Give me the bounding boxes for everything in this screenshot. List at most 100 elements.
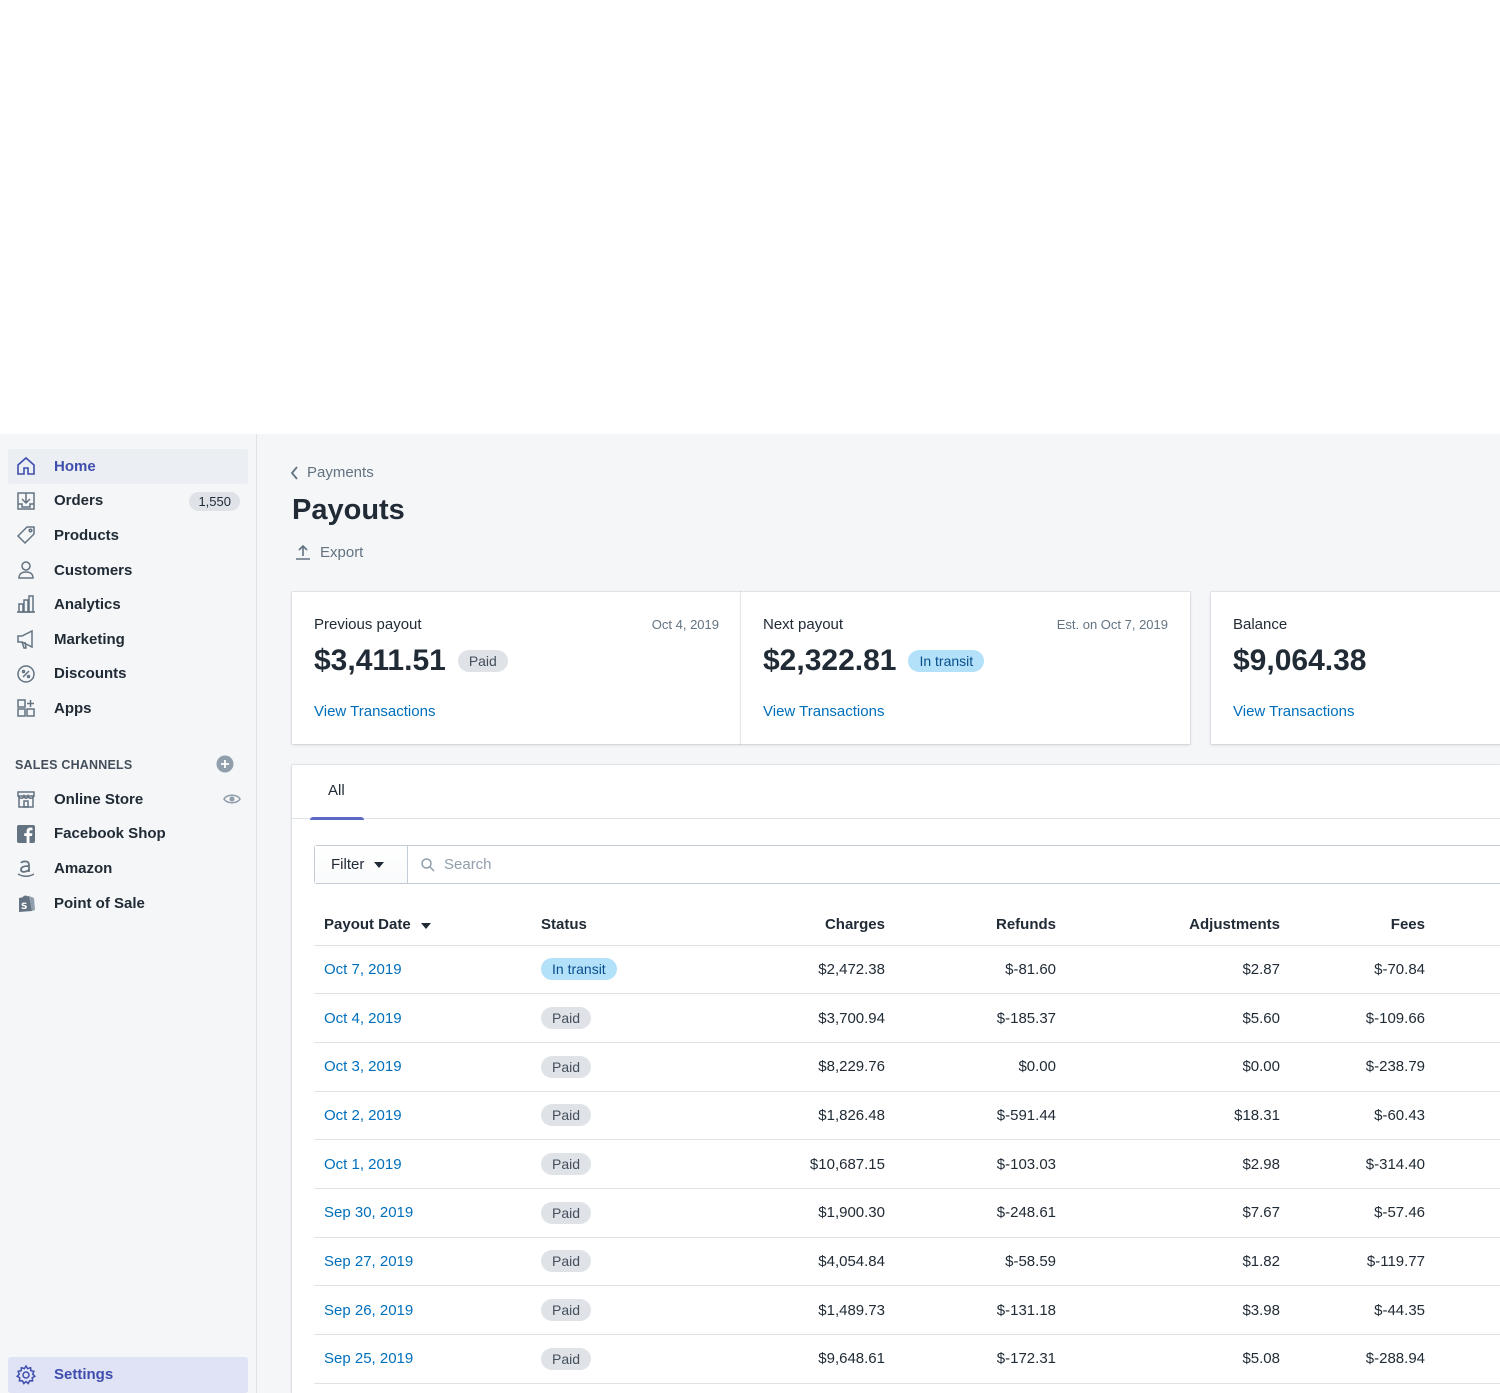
status-badge: Paid [541, 1347, 592, 1370]
payout-date-link[interactable]: Sep 25, 2019 [324, 1350, 414, 1368]
column-header-charges: Charges [731, 905, 895, 946]
status-cell: Paid [531, 1188, 731, 1238]
sidebar-item-online-store[interactable]: Online Store [8, 782, 248, 817]
search-field [408, 846, 1500, 883]
table-header-row: Payout Date Status Charges Refunds Adjus… [314, 905, 1500, 946]
column-header-refunds: Refunds [895, 905, 1066, 946]
fees-cell: $-288.94 [1290, 1334, 1435, 1384]
card-amount-row: $9,064.38 [1233, 644, 1366, 678]
table-row[interactable]: Oct 7, 2019 In transit $2,472.38 $-81.60 $2.… [314, 945, 1500, 995]
sidebar-item-products[interactable]: Products [8, 518, 248, 553]
sidebar-item-home[interactable]: Home [8, 449, 248, 484]
adjustments-cell: $7.67 [1066, 1188, 1290, 1238]
export-icon [296, 544, 310, 560]
breadcrumb-label: Payments [307, 464, 374, 481]
home-icon [15, 455, 37, 477]
sidebar-item-amazon[interactable]: Amazon [8, 851, 248, 886]
balance-card: Balance $9,064.38 View Transactions [1211, 592, 1500, 744]
spacer-cell [1435, 1285, 1500, 1335]
export-button[interactable]: Export [294, 543, 363, 561]
next-payout-card: Next payout Est. on Oct 7, 2019 $2,322.8… [741, 592, 1190, 744]
payout-date-link[interactable]: Oct 4, 2019 [324, 1009, 402, 1027]
spacer-cell [1435, 1188, 1500, 1238]
card-label: Next payout [763, 616, 844, 633]
spacer-cell [1435, 1139, 1500, 1189]
payout-date-link[interactable]: Sep 30, 2019 [324, 1204, 414, 1222]
charges-cell: $1,900.30 [731, 1188, 895, 1238]
add-channel-button[interactable] [216, 755, 234, 773]
megaphone-icon [15, 628, 37, 650]
status-badge: Paid [541, 1250, 592, 1273]
payout-date-link[interactable]: Oct 1, 2019 [324, 1155, 402, 1173]
table-row[interactable]: Sep 27, 2019 Paid $4,054.84 $-58.59 $1.82 $-1… [314, 1237, 1500, 1287]
column-header-label: Payout Date [324, 916, 411, 934]
view-transactions-link[interactable]: View Transactions [314, 703, 436, 720]
payout-date-cell: Sep 25, 2019 [314, 1334, 531, 1384]
payout-date-cell: Oct 3, 2019 [314, 1042, 531, 1092]
sidebar-item-settings[interactable]: Settings [8, 1357, 248, 1393]
discount-icon [15, 663, 37, 685]
status-badge: In transit [541, 958, 617, 981]
sales-channels-header: SALES CHANNELS [15, 754, 240, 776]
export-label: Export [320, 543, 364, 561]
sidebar-item-marketing[interactable]: Marketing [8, 622, 248, 657]
payout-date-link[interactable]: Sep 27, 2019 [324, 1252, 414, 1270]
sidebar-item-label: Online Store [54, 790, 144, 808]
table-row[interactable]: Sep 25, 2019 Paid $9,648.61 $-172.31 $5.08 $-… [314, 1334, 1500, 1384]
status-cell: In transit [531, 945, 731, 995]
view-transactions-link[interactable]: View Transactions [763, 703, 885, 720]
view-transactions-link[interactable]: View Transactions [1233, 703, 1355, 720]
column-header-adjustments: Adjustments [1066, 905, 1290, 946]
table-row[interactable]: Sep 30, 2019 Paid $1,900.30 $-248.61 $7.67 $-… [314, 1188, 1500, 1238]
column-header-payout-date[interactable]: Payout Date [314, 905, 531, 946]
sidebar-item-label: Customers [54, 561, 133, 579]
status-badge: Paid [541, 1104, 592, 1127]
sidebar-item-orders[interactable]: Orders 1,550 [8, 484, 248, 519]
tab-all[interactable]: All [310, 765, 364, 820]
payout-date-link[interactable]: Sep 26, 2019 [324, 1301, 414, 1319]
fees-cell: $-109.66 [1290, 993, 1435, 1043]
orders-count-badge: 1,550 [189, 491, 240, 511]
view-store-button[interactable] [222, 790, 242, 808]
status-cell: Paid [531, 1334, 731, 1384]
payouts-table: Payout Date Status Charges Refunds Adjus… [314, 905, 1500, 1384]
plus-circle-icon [216, 755, 234, 773]
sidebar-item-apps[interactable]: Apps [8, 691, 248, 726]
status-badge: Paid [541, 1201, 592, 1224]
charges-cell: $4,054.84 [731, 1237, 895, 1287]
settings-label: Settings [54, 1366, 114, 1383]
charges-cell: $1,489.73 [731, 1285, 895, 1335]
facebook-icon [15, 823, 37, 845]
table-row[interactable]: Oct 3, 2019 Paid $8,229.76 $0.00 $0.00 $-238.… [314, 1042, 1500, 1092]
refunds-cell: $-185.37 [895, 993, 1066, 1043]
page-title: Payouts [292, 494, 405, 526]
table-row[interactable]: Oct 1, 2019 Paid $10,687.15 $-103.03 $2.98 $-… [314, 1139, 1500, 1189]
card-label: Balance [1233, 616, 1288, 633]
table-row[interactable]: Oct 4, 2019 Paid $3,700.94 $-185.37 $5.60 $-1… [314, 993, 1500, 1043]
status-cell: Paid [531, 993, 731, 1043]
sidebar-item-point-of-sale[interactable]: S Point of Sale [8, 886, 248, 921]
breadcrumb[interactable]: Payments [290, 464, 374, 481]
refunds-cell: $-172.31 [895, 1334, 1066, 1384]
adjustments-cell: $18.31 [1066, 1091, 1290, 1141]
payout-date-link[interactable]: Oct 2, 2019 [324, 1106, 402, 1124]
adjustments-cell: $5.08 [1066, 1334, 1290, 1384]
adjustments-cell: $1.82 [1066, 1237, 1290, 1287]
sidebar-item-analytics[interactable]: Analytics [8, 587, 248, 622]
status-cell: Paid [531, 1139, 731, 1189]
table-row[interactable]: Sep 26, 2019 Paid $1,489.73 $-131.18 $3.98 $-… [314, 1285, 1500, 1335]
refunds-cell: $-248.61 [895, 1188, 1066, 1238]
refunds-cell: $-81.60 [895, 945, 1066, 995]
sidebar-item-facebook-shop[interactable]: Facebook Shop [8, 817, 248, 852]
filter-button[interactable]: Filter [315, 846, 408, 883]
spacer-cell [1435, 1334, 1500, 1384]
sidebar-item-discounts[interactable]: Discounts [8, 657, 248, 692]
search-input[interactable] [444, 856, 1044, 873]
payout-date-cell: Sep 26, 2019 [314, 1285, 531, 1335]
refunds-cell: $-58.59 [895, 1237, 1066, 1287]
payout-date-link[interactable]: Oct 3, 2019 [324, 1058, 402, 1076]
table-body: Oct 7, 2019 In transit $2,472.38 $-81.60 $2.… [314, 945, 1500, 1384]
payout-date-link[interactable]: Oct 7, 2019 [324, 960, 402, 978]
table-row[interactable]: Oct 2, 2019 Paid $1,826.48 $-591.44 $18.31 $-… [314, 1091, 1500, 1141]
sidebar-item-customers[interactable]: Customers [8, 553, 248, 588]
